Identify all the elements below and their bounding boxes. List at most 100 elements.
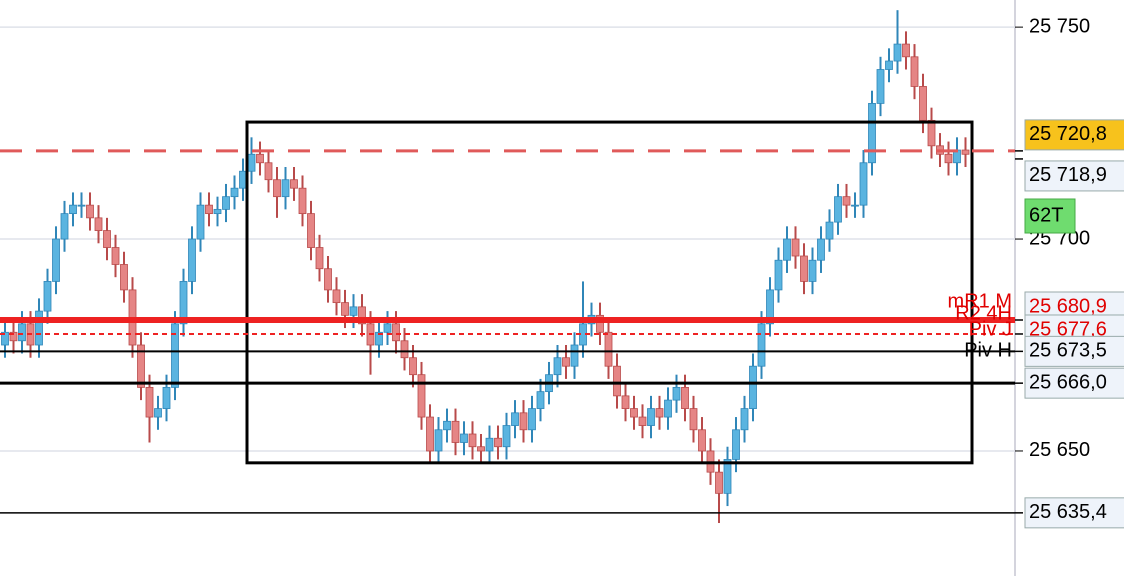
candle-body — [171, 323, 179, 388]
candle-body — [94, 217, 103, 231]
candle-body — [740, 408, 749, 431]
candle-body — [358, 306, 366, 325]
candle-body — [443, 420, 451, 431]
candle-body — [52, 238, 60, 282]
candle-body — [315, 247, 324, 270]
candle-body — [60, 213, 69, 240]
candle-body — [689, 408, 698, 431]
candle-body — [230, 187, 239, 198]
candle-body — [18, 323, 26, 342]
candle-body — [196, 204, 205, 240]
candle-body — [536, 391, 545, 409]
price-tag-label: 25 718,9 — [1029, 164, 1107, 186]
price-tag-label: 25 673,5 — [1029, 340, 1107, 362]
candle-body — [35, 310, 43, 346]
badge-label: 62T — [1029, 204, 1063, 226]
candle-body — [477, 446, 485, 452]
candle-body — [927, 119, 936, 147]
candle-body — [103, 230, 111, 248]
candle-body — [290, 179, 298, 189]
price-tag-label: 25 720,8 — [1029, 123, 1107, 145]
price-tag-label: 25 677,6 — [1029, 318, 1107, 340]
candle-body — [222, 196, 230, 210]
y-tick-label: 25 650 — [1029, 439, 1090, 461]
y-tick-label: 25 750 — [1029, 15, 1090, 37]
candle-body — [451, 420, 460, 443]
candle-body — [375, 331, 383, 346]
candle-body — [137, 344, 145, 388]
candle-body — [749, 365, 757, 409]
candle-body — [485, 437, 494, 452]
candle-body — [570, 344, 579, 367]
candle-body — [307, 213, 315, 248]
candle-body — [409, 357, 417, 376]
candle-body — [162, 386, 171, 409]
price-tag — [1024, 335, 1124, 367]
candle-body — [86, 204, 94, 219]
candle-body — [757, 323, 766, 367]
candle-body — [281, 179, 290, 198]
candle-body — [273, 179, 281, 198]
price-tag — [1024, 367, 1124, 399]
range-box — [245, 120, 974, 465]
candle-body — [145, 386, 154, 418]
candle-body — [562, 357, 570, 367]
candle-body — [834, 196, 842, 223]
candle-body — [825, 221, 834, 240]
candle-body — [698, 429, 706, 452]
candle-body — [43, 281, 52, 312]
price-tag — [1024, 119, 1124, 151]
candle-body — [655, 408, 664, 418]
candle-body — [919, 86, 927, 121]
candle-body — [179, 281, 188, 325]
candle-body — [774, 259, 783, 291]
candle-body — [426, 416, 434, 452]
candle-body — [468, 433, 477, 448]
candle-body — [519, 412, 528, 431]
candle-body — [264, 162, 273, 181]
candle-body — [723, 459, 732, 494]
candle-body — [613, 365, 621, 397]
candle-body — [205, 204, 213, 215]
candle-body — [859, 162, 868, 206]
price-tag-label: 25 666,0 — [1029, 371, 1107, 393]
candle-body — [791, 238, 800, 257]
candle-body — [239, 170, 247, 189]
candle-body — [188, 238, 196, 282]
candle-body — [732, 429, 740, 460]
candle-body — [154, 408, 162, 418]
candle-body — [961, 149, 970, 155]
candle-body — [111, 247, 120, 265]
candle-body — [213, 208, 222, 215]
candle-body — [502, 425, 511, 448]
level-label: Piv J — [969, 318, 1012, 340]
candle-body — [256, 153, 264, 164]
candle-body — [511, 412, 519, 426]
candle-body — [383, 323, 392, 333]
candle-body — [808, 259, 817, 282]
candle-body — [638, 416, 647, 426]
price-tag-label: 25 680,9 — [1029, 295, 1107, 317]
candle-body — [77, 204, 86, 207]
candle-body — [715, 471, 723, 494]
candle-body — [596, 314, 604, 333]
candle-body — [604, 331, 613, 367]
candle-body — [69, 204, 77, 215]
price-tag — [1024, 497, 1124, 529]
candle-body — [842, 196, 851, 206]
candle-body — [528, 408, 536, 431]
candle-body — [247, 153, 256, 172]
candle-body — [876, 69, 885, 104]
candle-body — [400, 340, 409, 359]
candle-body — [332, 289, 341, 304]
candle-body — [800, 255, 808, 282]
candle-body — [349, 306, 358, 316]
candle-body — [298, 187, 307, 215]
candle-body — [324, 268, 332, 291]
candle-body — [417, 374, 426, 418]
candle-body — [120, 264, 128, 291]
candle-body — [434, 429, 443, 452]
level-label: Piv H — [964, 340, 1012, 362]
price-tag — [1024, 160, 1124, 192]
